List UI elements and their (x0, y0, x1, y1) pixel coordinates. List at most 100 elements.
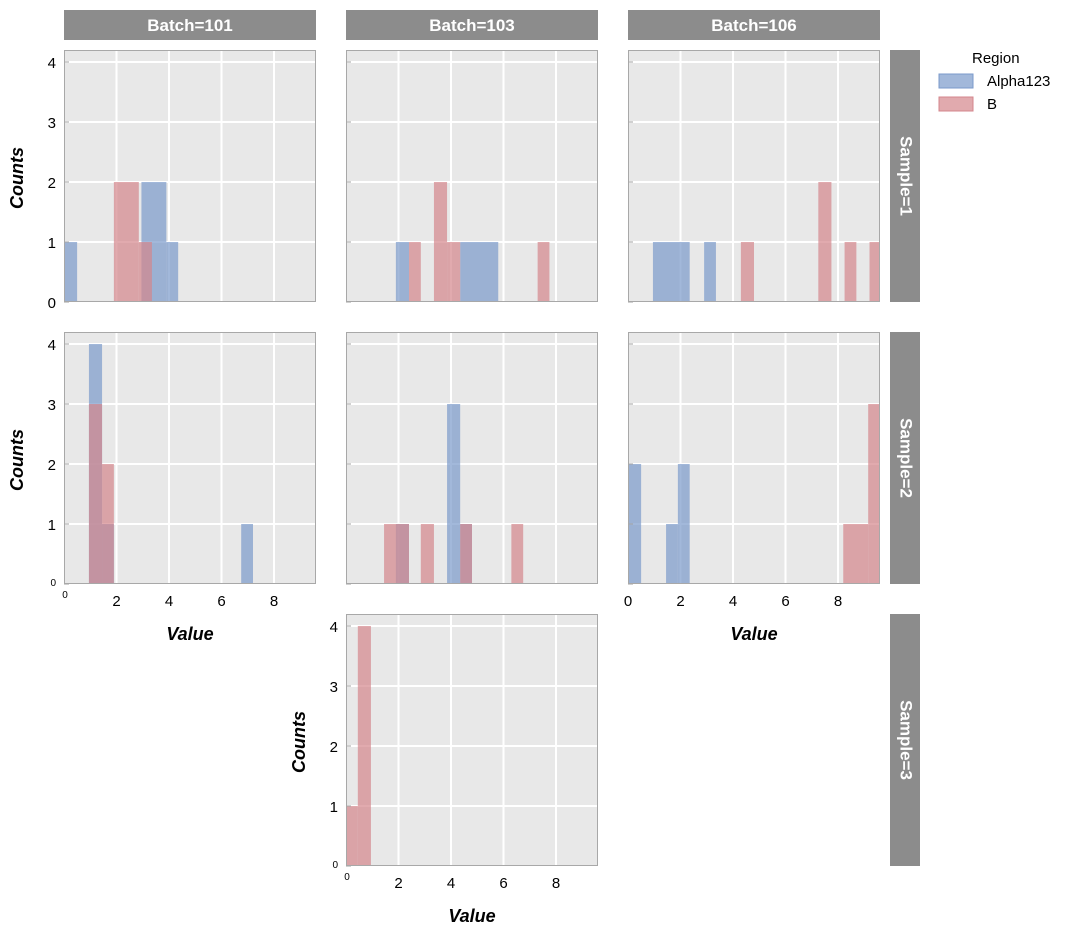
legend-label: B (987, 96, 997, 113)
histogram-bar-b (113, 182, 139, 302)
row-strip (890, 332, 920, 584)
histogram-bar-b (537, 242, 550, 302)
panel-r1-c1 (346, 332, 598, 585)
x-tick-label: 6 (217, 593, 225, 610)
histogram-bar-b (346, 806, 358, 866)
histogram-bar-b (447, 242, 461, 302)
histogram-bar-b (843, 524, 869, 584)
y-tick-label: 0 (332, 860, 338, 871)
histogram-bar-alpha123 (241, 524, 253, 584)
x-tick-label: 8 (270, 593, 278, 610)
x-tick-label: 2 (112, 593, 120, 610)
y-tick-label: 4 (330, 619, 338, 636)
histogram-bar-b (88, 404, 103, 584)
histogram-bar-b (138, 242, 152, 302)
panel-border (628, 50, 880, 302)
panel-border (346, 332, 598, 584)
y-tick-label: 1 (330, 799, 338, 816)
y-tick-label: 2 (48, 457, 56, 474)
histogram-bar-b (511, 524, 524, 584)
histogram-bar-alpha123 (447, 404, 461, 584)
panel-background (346, 614, 598, 866)
histogram-bar-alpha123 (677, 464, 690, 584)
y-tick-label: 1 (48, 517, 56, 534)
panel-r2-c1 (346, 614, 598, 867)
x-tick-label: 4 (165, 593, 173, 610)
y-tick-label: 3 (48, 115, 56, 132)
row-strip-label: Sample=1 (897, 136, 916, 216)
histogram-bar-alpha123 (666, 524, 678, 584)
histogram-bar-alpha123 (64, 242, 78, 302)
panel-r0-c0 (64, 50, 316, 303)
histogram-bar-b (869, 242, 880, 302)
x-axis-title: Value (448, 906, 495, 926)
panel-r1-c0 (64, 332, 316, 585)
x-axis-title: Value (166, 624, 213, 644)
y-axis-title: Counts (7, 429, 27, 491)
column-strip (64, 10, 316, 40)
x-tick-label: 2 (676, 593, 684, 610)
column-strip (346, 10, 598, 40)
histogram-bar-alpha123 (628, 464, 642, 584)
row-strip-label: Sample=3 (897, 700, 916, 780)
legend-swatch (938, 96, 974, 112)
x-tick-label: 0 (624, 593, 632, 610)
histogram-bar-b (460, 524, 472, 584)
row-strip (890, 50, 920, 302)
y-tick-label: 3 (330, 679, 338, 696)
y-axis-title: Counts (7, 147, 27, 209)
histogram-bar-b (844, 242, 857, 302)
histogram-bar-alpha123 (652, 242, 690, 302)
y-tick-label: 3 (48, 397, 56, 414)
x-tick-label: 6 (499, 875, 507, 892)
histogram-bar-b (409, 242, 421, 302)
legend: Region Alpha123 B (938, 50, 1050, 113)
panel-background (64, 50, 316, 302)
histogram-bar-alpha123 (704, 242, 716, 302)
histogram-bar-b (384, 524, 409, 584)
column-strip (628, 10, 880, 40)
x-tick-label: 0 (62, 590, 68, 601)
x-tick-label: 8 (834, 593, 842, 610)
panel-r0-c2 (628, 50, 880, 303)
column-strip-label: Batch=101 (147, 16, 233, 35)
panel-border (346, 614, 598, 866)
panel-border (628, 332, 880, 584)
panel-border (64, 332, 316, 584)
panel-r1-c2 (628, 332, 880, 585)
row-strip-label: Sample=2 (897, 418, 916, 498)
x-axis-title: Value (730, 624, 777, 644)
histogram-bar-b (420, 524, 434, 584)
x-tick-label: 4 (729, 593, 737, 610)
legend-label: Alpha123 (987, 73, 1050, 90)
histogram-bar-b (433, 182, 448, 302)
y-tick-label: 4 (48, 337, 56, 354)
x-tick-label: 4 (447, 875, 455, 892)
histogram-bar-alpha123 (395, 242, 409, 302)
y-tick-label: 0 (50, 578, 56, 589)
y-tick-label: 1 (48, 235, 56, 252)
panel-border (64, 50, 316, 302)
histogram-bar-alpha123 (460, 242, 499, 302)
histogram-bar-alpha123 (166, 242, 179, 302)
y-tick-label: 2 (48, 175, 56, 192)
panel-r0-c1 (346, 50, 598, 303)
x-tick-label: 2 (394, 875, 402, 892)
y-tick-label: 4 (48, 55, 56, 72)
histogram-bar-b (868, 404, 880, 584)
panel-border (346, 50, 598, 302)
y-tick-label: 2 (330, 739, 338, 756)
column-strip-label: Batch=106 (711, 16, 797, 35)
column-strip-label: Batch=103 (429, 16, 515, 35)
legend-swatch (938, 73, 974, 89)
x-tick-label: 0 (344, 872, 350, 883)
histogram-bar-b (357, 626, 371, 866)
panel-background (628, 332, 880, 584)
x-tick-label: 6 (781, 593, 789, 610)
histogram-bar-b (102, 464, 114, 584)
y-tick-label: 0 (48, 295, 56, 312)
histogram-bar-b (818, 182, 832, 302)
x-tick-label: 8 (552, 875, 560, 892)
y-axis-title: Counts (289, 711, 309, 773)
